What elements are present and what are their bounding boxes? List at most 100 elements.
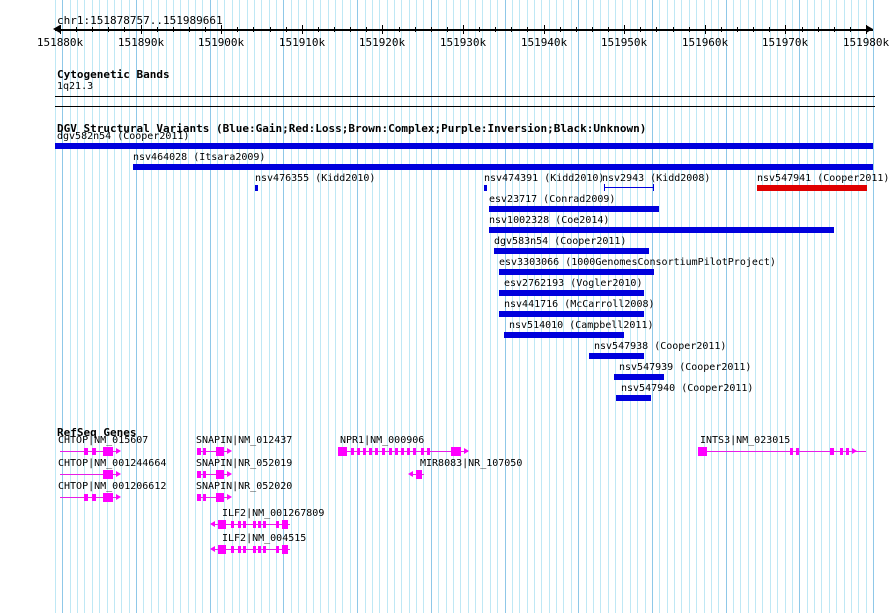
gridline [335,0,336,613]
gene-exon[interactable] [698,447,707,456]
gene-exon[interactable] [238,546,241,553]
ruler-tick-minor [189,27,190,32]
variant-range-cap-left [604,184,605,191]
gene-exon[interactable] [451,447,461,456]
gene-exon[interactable] [351,448,354,455]
ruler-tick-label: 151880k [36,36,84,49]
gene-exon[interactable] [389,448,392,455]
gene-exon[interactable] [427,448,430,455]
gene-exon[interactable] [197,471,201,478]
variant-bar[interactable] [589,353,644,359]
gene-exon[interactable] [416,470,422,479]
variant-bar[interactable] [499,269,654,275]
gene-exon[interactable] [197,494,201,501]
gene-exon[interactable] [84,494,88,501]
gene-exon[interactable] [407,448,410,455]
gene-exon[interactable] [243,521,246,528]
variant-bar[interactable] [499,311,644,317]
gene-exon[interactable] [218,545,226,554]
gridline [497,0,498,613]
gene-exon[interactable] [421,448,424,455]
gene-exon[interactable] [218,520,226,529]
variant-bar[interactable] [55,143,873,149]
gene-exon[interactable] [203,494,206,501]
gene-exon[interactable] [92,494,96,501]
gridline [291,0,292,613]
gene-label: MIR8083|NR_107050 [420,458,523,469]
gene-exon[interactable] [395,448,398,455]
gene-exon[interactable] [790,448,793,455]
gridline [527,0,528,613]
gene-exon[interactable] [103,447,113,456]
gene-strand-stem [224,474,228,475]
gridline [372,0,373,613]
gene-exon[interactable] [203,471,206,478]
gene-strand-arrow-right-icon [227,448,232,454]
gene-exon[interactable] [243,546,246,553]
variant-bar[interactable] [757,185,867,191]
gene-exon[interactable] [197,448,201,455]
variant-label: esv3303066 (1000GenomesConsortiumPilotPr… [499,257,776,268]
gene-exon[interactable] [282,520,288,529]
variant-bar[interactable] [489,227,834,233]
gene-exon[interactable] [263,546,266,553]
gridline [357,0,358,613]
gene-exon[interactable] [253,521,256,528]
gene-exon[interactable] [401,448,404,455]
gene-exon[interactable] [338,447,347,456]
gene-label: NPR1|NM_000906 [340,435,425,446]
variant-bar[interactable] [616,395,651,401]
gene-exon[interactable] [369,448,372,455]
gridline [195,0,196,613]
gene-exon[interactable] [258,546,261,553]
ruler-tick-label: 151960k [681,36,729,49]
variant-bar[interactable] [255,185,258,191]
variant-bar[interactable] [494,248,649,254]
gene-exon[interactable] [103,470,113,479]
gene-exon[interactable] [413,448,416,455]
gene-exon[interactable] [203,448,206,455]
ruler-tick-minor [270,27,271,32]
gridline [239,0,240,613]
gene-exon[interactable] [357,448,360,455]
gene-exon[interactable] [238,521,241,528]
ruler-tick-label: 151920k [358,36,406,49]
gene-exon[interactable] [846,448,849,455]
gene-exon[interactable] [103,493,113,502]
variant-bar[interactable] [484,185,487,191]
gene-exon[interactable] [231,546,234,553]
variant-bar[interactable] [499,290,644,296]
variant-bar[interactable] [504,332,624,338]
gene-intron-line [197,451,230,452]
gridline [718,0,719,613]
gene-exon[interactable] [276,521,279,528]
gene-exon[interactable] [363,448,366,455]
variant-range[interactable] [604,184,654,191]
gene-exon[interactable] [92,448,96,455]
gridline [217,0,218,613]
gridline [482,0,483,613]
gene-exon[interactable] [263,521,266,528]
gene-exon[interactable] [216,447,224,456]
gridline [232,0,233,613]
variant-label: dgv583n54 (Cooper2011) [494,236,627,247]
variant-bar[interactable] [133,164,873,170]
gene-exon[interactable] [375,448,378,455]
gene-exon[interactable] [830,448,834,455]
gene-exon[interactable] [216,493,224,502]
gene-exon[interactable] [840,448,843,455]
ruler-tick-minor [560,27,561,32]
variant-bar[interactable] [489,206,659,212]
gene-exon[interactable] [216,470,224,479]
gene-exon[interactable] [276,546,279,553]
ruler-tick-major [624,25,625,34]
gene-exon[interactable] [253,546,256,553]
gene-exon[interactable] [84,448,88,455]
gene-exon[interactable] [796,448,799,455]
gene-exon[interactable] [258,521,261,528]
gene-exon[interactable] [231,521,234,528]
variant-bar[interactable] [614,374,664,380]
gene-exon[interactable] [282,545,288,554]
gene-exon[interactable] [382,448,385,455]
ruler-tick-minor [415,27,416,32]
